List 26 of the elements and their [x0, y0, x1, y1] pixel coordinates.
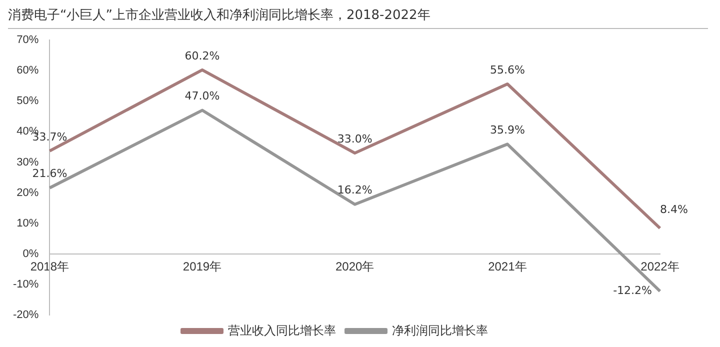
data-label: 8.4% — [660, 203, 688, 216]
data-label: 55.6% — [490, 63, 525, 76]
x-tick-label: 2018年 — [30, 259, 70, 274]
data-label: 21.6% — [32, 167, 68, 180]
y-tick-label: 0% — [22, 248, 39, 260]
y-tick-label: 10% — [16, 217, 39, 230]
data-label: 35.9% — [490, 124, 525, 137]
y-tick-label: 70% — [16, 34, 39, 46]
y-tick-label: 20% — [16, 186, 39, 199]
data-label: -12.2% — [613, 284, 652, 298]
data-label: 33.0% — [337, 132, 372, 146]
legend-label: 净利润同比增长率 — [392, 323, 488, 338]
y-tick-label: 60% — [16, 64, 39, 77]
x-tick-label: 2021年 — [488, 259, 527, 274]
x-tick-label: 2022年 — [640, 259, 680, 274]
chart-title: 消费电子“小巨人”上市企业营业收入和净利润同比增长率，2018-2022年 — [8, 6, 708, 29]
data-label: 16.2% — [337, 184, 372, 197]
x-tick-label: 2019年 — [182, 259, 222, 274]
data-label: 60.2% — [184, 49, 220, 62]
y-tick-label: 30% — [16, 156, 39, 168]
y-tick-label: 50% — [16, 95, 39, 108]
y-tick-label: -20% — [12, 309, 39, 322]
y-tick-label: -10% — [12, 278, 39, 290]
legend-label: 营业收入同比增长率 — [228, 323, 336, 338]
data-label: 47.0% — [184, 90, 220, 103]
x-tick-label: 2020年 — [335, 259, 374, 274]
